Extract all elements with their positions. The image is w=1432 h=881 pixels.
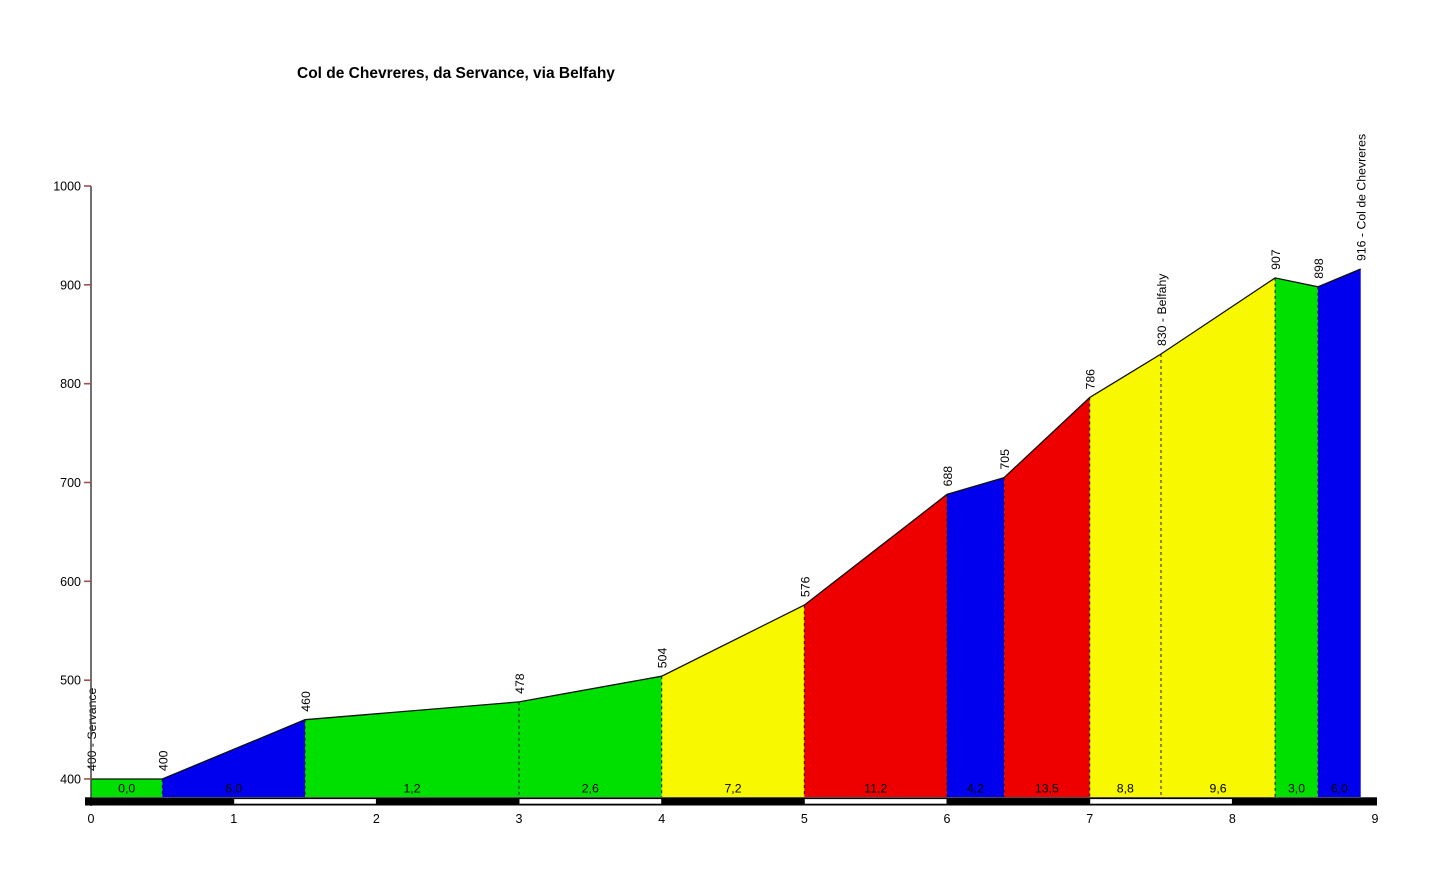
gradient-segment-area [1004,397,1090,797]
checkpoint-elevation-label: 786 [1084,369,1098,390]
x-axis-tick-label: 9 [1372,812,1379,826]
x-axis-tick-label: 1 [230,812,237,826]
chart-title: Col de Chevreres, da Servance, via Belfa… [297,65,615,82]
gradient-label: 8,8 [1117,782,1134,796]
checkpoint-elevation-label: 907 [1269,249,1283,270]
checkpoint-elevation-label: 830 - Belfahy [1155,273,1169,346]
km-scale-bar-white-segment [803,798,948,805]
y-axis-tick-label: 700 [60,476,81,490]
checkpoint-elevation-label: 688 [941,466,955,487]
y-axis-tick-label: 500 [60,674,81,688]
x-axis-tick-label: 6 [944,812,951,826]
gradient-segment-area [804,494,947,797]
km-scale-bar-white-segment [1089,798,1233,805]
gradient-label: 6,0 [225,782,242,796]
gradient-label: 13,5 [1035,782,1059,796]
gradient-segment-area [1161,277,1276,797]
plot-area: 400 - Servance 40046047850457668870578683… [53,134,1378,826]
gradient-label: 11,2 [864,782,887,796]
checkpoint-elevation-label: 504 [656,648,670,669]
gradient-segment-area [1275,277,1318,797]
x-axis-tick-label: 3 [516,812,523,826]
x-axis-tick-label: 4 [658,812,665,826]
km-scale-bar [85,797,1377,806]
km-scale-bar-white-segment [518,798,663,805]
x-axis-tick-label: 7 [1086,812,1093,826]
checkpoint-elevation-label: 478 [513,673,527,694]
checkpoint-elevation-label: 898 [1312,258,1326,279]
x-axis-tick-label: 5 [801,812,808,826]
gradient-segment-area [519,676,662,797]
gradient-segment-area [1317,269,1361,797]
checkpoint-elevation-label: 576 [798,576,812,597]
gradient-label: 3,0 [1288,782,1305,796]
gradient-label: 9,6 [1210,782,1227,796]
checkpoint-elevation-label: 705 [998,449,1012,470]
km-scale-bar-white-segment [233,798,377,805]
y-axis-tick-label: 1000 [53,180,81,194]
gradient-label: 1,2 [403,782,420,796]
x-axis-tick-label: 0 [88,812,95,826]
gradient-label: 7,2 [724,782,741,796]
gradient-segment-area [91,779,163,797]
gradient-label: 6,0 [1331,782,1348,796]
y-axis-tick-label: 600 [60,575,81,589]
y-axis-tick-label: 800 [60,377,81,391]
checkpoint-elevation-label: 400 - Servance [85,687,99,771]
gradient-segment-area [1089,354,1161,797]
checkpoint-elevation-label: 460 [299,691,313,712]
gradient-label: 2,6 [582,782,599,796]
gradient-segment-area [162,719,305,797]
x-axis-tick-label: 2 [373,812,380,826]
x-axis-tick-label: 8 [1229,812,1236,826]
checkpoint-elevation-label: 916 - Col de Chevreres [1355,134,1369,261]
profile-outline [91,268,1361,780]
gradient-label: 0,0 [118,782,135,796]
checkpoint-elevation-label: 400 [156,750,170,771]
y-axis-tick-label: 900 [60,278,81,292]
gradient-label: 4,2 [967,782,984,796]
gradient-segment-area [947,477,1005,797]
gradient-segment-area [305,701,519,797]
gradient-segment-area [661,605,805,797]
y-axis-tick-label: 400 [60,773,81,787]
